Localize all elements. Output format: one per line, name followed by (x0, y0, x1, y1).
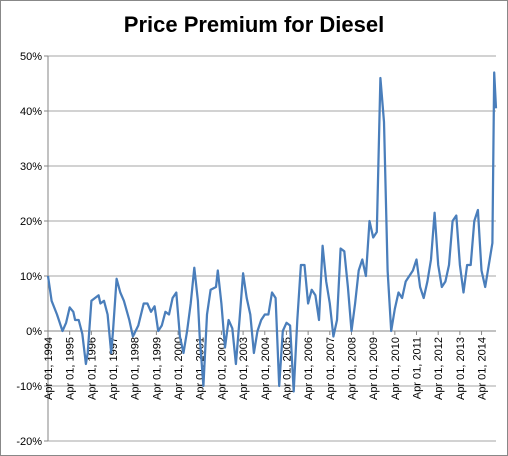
y-tick-label: -10% (16, 381, 42, 393)
x-tick-label: Apr 01, 2002 (216, 337, 228, 400)
x-tick-label: Apr 01, 2006 (303, 337, 315, 400)
x-tick-label: Apr 01, 2014 (477, 337, 489, 400)
series-layer (46, 71, 498, 393)
y-tick-label: 10% (20, 271, 42, 283)
x-tick-label: Apr 01, 1999 (151, 337, 163, 400)
y-tick-label: 20% (20, 216, 42, 228)
x-tick-label: Apr 01, 2000 (173, 337, 185, 400)
x-tick-label: Apr 01, 1994 (43, 337, 55, 400)
x-tick-label: Apr 01, 2013 (455, 337, 467, 400)
x-tick-label: Apr 01, 2003 (238, 337, 250, 400)
y-tick-label: -20% (16, 436, 42, 448)
x-tick-labels: Apr 01, 1994 Apr 01, 1995 Apr 01, 1996 Apr … (43, 337, 489, 400)
x-tick-label: Apr 01, 2011 (412, 337, 424, 399)
y-tick-label: 0% (26, 326, 42, 338)
chart-title: Price Premium for Diesel (123, 12, 385, 37)
x-tick-label: Apr 01, 2009 (368, 337, 380, 400)
x-tick-label: Apr 01, 1998 (130, 337, 142, 400)
x-tick-label: Apr 01, 2010 (390, 337, 402, 400)
y-tick-labels: 50% 40% 30% 20% 10% 0% -10% -20% (16, 51, 42, 448)
x-tick-label: Apr 01, 2004 (260, 337, 272, 400)
x-tick-label: Apr 01, 2008 (346, 337, 358, 400)
y-tick-label: 50% (20, 51, 42, 63)
axes (44, 55, 496, 442)
series-line (46, 71, 498, 393)
y-tick-label: 30% (20, 161, 42, 173)
x-tick-label: Apr 01, 1995 (65, 337, 77, 400)
x-tick-label: Apr 01, 2007 (325, 337, 337, 400)
x-tick-label: Apr 01, 2012 (433, 337, 445, 400)
x-tick-label: Apr 01, 1996 (86, 337, 98, 400)
x-tick-label: Apr 01, 2005 (281, 337, 293, 400)
y-tick-label: 40% (20, 106, 42, 118)
